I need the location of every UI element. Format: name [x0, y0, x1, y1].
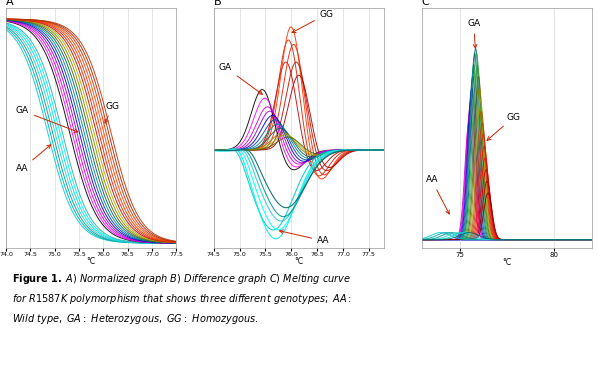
Text: GG: GG: [105, 102, 120, 123]
Text: GG: GG: [487, 113, 521, 141]
X-axis label: °C: °C: [294, 257, 304, 266]
Text: GG: GG: [292, 10, 334, 32]
Text: B: B: [214, 0, 221, 7]
Text: AA: AA: [425, 176, 449, 214]
Text: A: A: [6, 0, 14, 7]
Text: GA: GA: [219, 63, 263, 94]
Text: AA: AA: [16, 145, 51, 173]
Text: GA: GA: [16, 106, 78, 132]
X-axis label: °C: °C: [87, 257, 96, 266]
Text: C: C: [422, 0, 429, 7]
Text: $\bf{Figure\ 1.}$ $\it{A)\ Normalized\ graph\ B)\ Difference\ graph\ C)\ Melting: $\bf{Figure\ 1.}$ $\it{A)\ Normalized\ g…: [12, 272, 352, 326]
Text: AA: AA: [279, 230, 329, 245]
X-axis label: °C: °C: [502, 258, 511, 267]
Text: GA: GA: [467, 19, 480, 48]
